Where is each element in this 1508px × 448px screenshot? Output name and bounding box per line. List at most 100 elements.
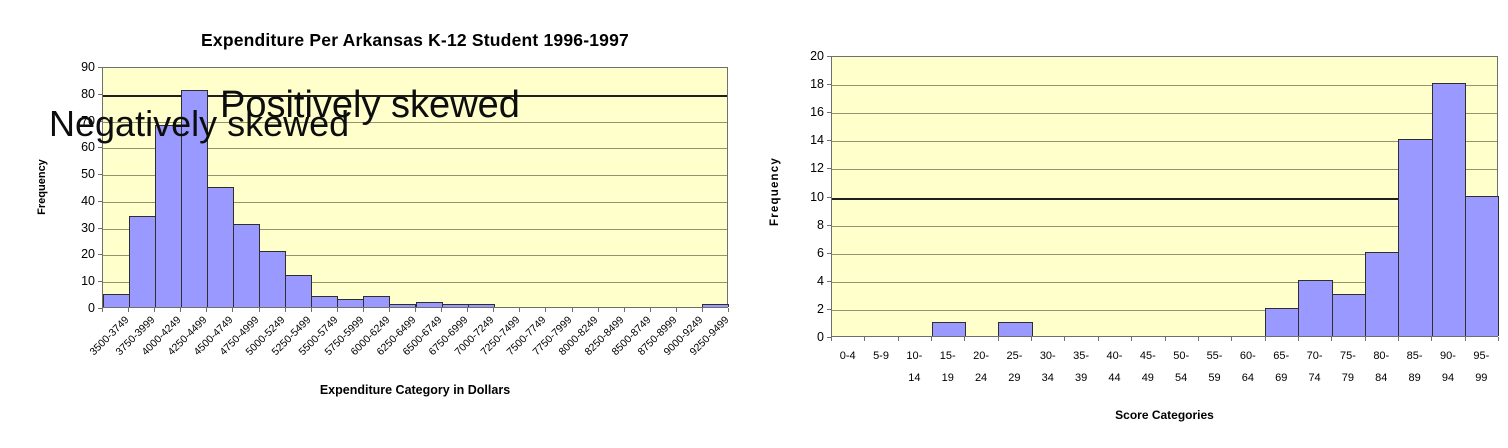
y-axis-tick (827, 337, 831, 338)
x-tick-label: 90- 94 (1440, 350, 1456, 384)
skew-annotation: Negatively skewed (49, 103, 350, 144)
y-axis-tick (827, 308, 831, 310)
x-tick-label: 10- 14 (906, 350, 923, 384)
x-axis-tick (1231, 337, 1233, 341)
y-tick-label: 80 (81, 86, 95, 101)
y-axis-tick (98, 281, 102, 283)
y-tick-label: 30 (81, 220, 95, 235)
x-axis-title: Expenditure Category in Dollars (319, 383, 511, 397)
x-axis-tick (128, 308, 130, 312)
y-axis-tick (827, 252, 831, 254)
y-axis-tick (827, 84, 831, 86)
gridline (832, 141, 1497, 143)
x-tick-label: 75- 79 (1339, 350, 1356, 384)
x-axis-tick (931, 337, 933, 341)
y-tick-label: 0 (88, 301, 95, 315)
plot-area (831, 56, 1500, 337)
histogram-bar (1331, 293, 1367, 336)
x-axis-tick (180, 308, 182, 312)
histogram-bar (363, 296, 391, 307)
gridline (103, 121, 727, 123)
x-tick-label: 65- 69 (1273, 350, 1290, 384)
y-axis-tick (827, 168, 831, 170)
x-tick-label: 40- 44 (1106, 350, 1123, 384)
y-axis-tick (827, 140, 831, 142)
x-axis-tick (597, 308, 599, 312)
x-tick-label: 95- 99 (1473, 350, 1490, 384)
x-axis-tick (623, 308, 625, 312)
y-axis-tick (98, 147, 102, 149)
y-tick-label: 20 (81, 247, 95, 262)
histogram-bar (128, 215, 156, 307)
x-axis-tick (864, 337, 866, 341)
y-axis-tick (827, 56, 831, 57)
x-tick-label: 0-4 (839, 350, 856, 362)
y-axis-tick (98, 93, 102, 95)
histogram-bar (415, 301, 443, 307)
y-tick-label: 20 (810, 49, 824, 63)
skew-annotation: Positively skewed (220, 84, 520, 126)
x-axis-tick (997, 337, 999, 341)
gridline (103, 282, 727, 284)
histogram-bar (998, 321, 1033, 336)
x-tick-label: 45- 49 (1139, 350, 1156, 384)
gridline (832, 281, 1497, 283)
x-axis-tick (675, 308, 677, 312)
x-axis-tick (1197, 337, 1199, 341)
x-axis-tick (362, 308, 364, 312)
x-axis-tick (1297, 337, 1299, 341)
y-tick-label: 50 (81, 167, 95, 182)
y-tick-label: 10 (810, 189, 824, 204)
y-axis-tick (827, 280, 831, 282)
histogram-bar (259, 250, 287, 307)
x-tick-label: 80- 84 (1373, 350, 1390, 384)
x-axis-tick (964, 337, 966, 341)
x-axis-tick (232, 308, 234, 312)
histogram-bar (154, 124, 182, 307)
x-axis-tick (1264, 337, 1266, 341)
y-tick-label: 16 (810, 105, 824, 120)
y-tick-label: 6 (817, 245, 824, 260)
y-axis-tick (98, 200, 102, 202)
x-axis-tick (388, 308, 390, 312)
histogram-bar (337, 298, 365, 307)
gridline (103, 228, 727, 230)
x-axis-tick (415, 308, 416, 312)
x-axis-tick (441, 308, 443, 312)
histogram-bar (1265, 307, 1300, 336)
x-axis-tick (897, 337, 899, 341)
y-axis-tick (98, 227, 102, 229)
x-tick-label: 55- 59 (1206, 350, 1223, 384)
gridline (103, 94, 727, 97)
x-tick-label: 85- 89 (1406, 350, 1423, 384)
x-axis-tick (728, 308, 729, 312)
x-axis-tick (1097, 337, 1099, 341)
y-tick-label: 18 (810, 77, 824, 92)
x-tick-label: 30- 34 (1039, 350, 1056, 384)
y-axis-tick (98, 67, 102, 68)
x-axis-tick (1431, 337, 1433, 341)
histogram-bar (441, 304, 469, 307)
x-tick-label: 60- 64 (1239, 350, 1256, 384)
x-axis-tick (649, 308, 651, 312)
gridline (103, 201, 727, 203)
y-axis-tick (98, 308, 102, 309)
y-axis-tick (98, 254, 102, 256)
x-axis-tick (467, 308, 469, 312)
x-tick-label: 5-9 (873, 350, 889, 362)
x-tick-label: 70- 74 (1306, 350, 1323, 384)
histogram-bar (467, 304, 495, 307)
x-tick-label: 35- 39 (1073, 350, 1090, 384)
y-axis-tick (827, 196, 831, 198)
gridline (103, 148, 727, 150)
x-axis-tick (1331, 337, 1333, 341)
x-axis-tick (1031, 337, 1033, 341)
gridline (832, 85, 1497, 87)
gridline (103, 255, 727, 257)
histogram-bar (232, 224, 260, 307)
y-tick-label: 12 (810, 161, 824, 176)
y-tick-label: 70 (81, 113, 95, 128)
y-tick-label: 14 (810, 133, 824, 148)
